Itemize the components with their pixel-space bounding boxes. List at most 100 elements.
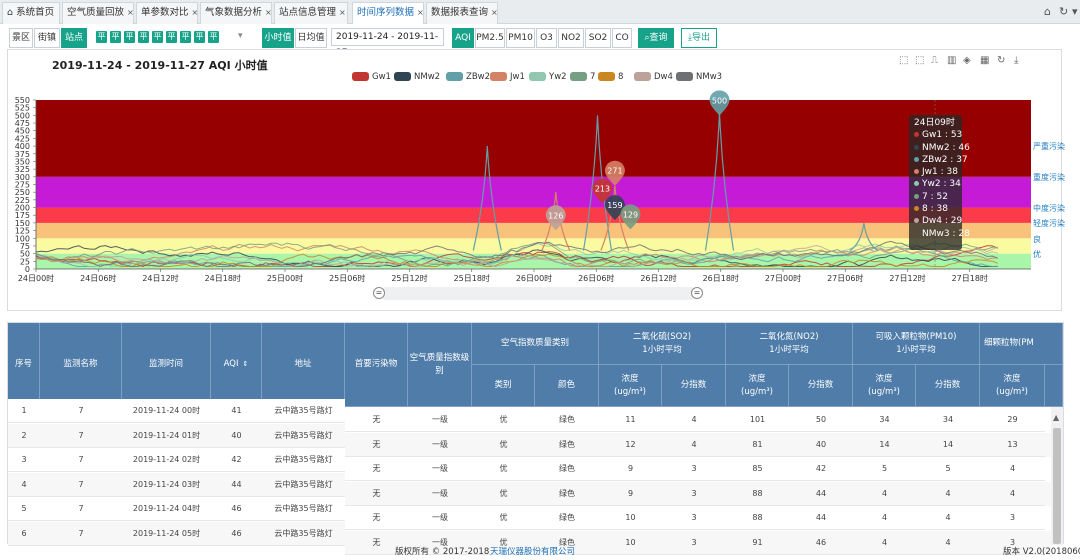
zoom-icon[interactable]: ⬚: [899, 55, 909, 66]
pollutant-pm10-button[interactable]: PM10: [506, 28, 535, 48]
table-row[interactable]: [345, 530, 1051, 555]
subheader-pm10-index[interactable]: 分指数: [916, 365, 980, 407]
header-station-name[interactable]: 监测名称: [40, 323, 122, 407]
table-row[interactable]: [8, 497, 345, 521]
station-multiselect[interactable]: 平 平 平 平 平 平 平 平 平 ▾: [92, 28, 254, 48]
station-chip[interactable]: 平: [110, 31, 121, 43]
restore-icon[interactable]: ↻: [997, 55, 1006, 66]
table-row[interactable]: [8, 423, 345, 448]
station-chip[interactable]: 平: [166, 31, 177, 43]
subheader-pm10-conc[interactable]: 浓度 (ug/m³): [853, 365, 916, 407]
slider-handle-left[interactable]: =: [373, 287, 385, 299]
header-aqi-category[interactable]: 空气指数质量类别: [472, 323, 599, 365]
table-row[interactable]: [8, 521, 345, 546]
pollutant-co-button[interactable]: CO: [612, 28, 632, 48]
pollutant-so2-button[interactable]: SO2: [585, 28, 611, 48]
table-row[interactable]: [8, 448, 345, 472]
query-button[interactable]: ⌕查询: [638, 28, 674, 48]
legend-item[interactable]: Jw1: [490, 72, 525, 82]
table-row[interactable]: [345, 506, 1051, 530]
header-aqi-level[interactable]: 空气质量指数级别: [408, 323, 472, 407]
close-icon[interactable]: ×: [265, 8, 272, 17]
table-row[interactable]: [345, 408, 1051, 432]
subheader-no2-index[interactable]: 分指数: [789, 365, 853, 407]
hourly-value-button[interactable]: 小时值: [262, 28, 294, 48]
tab-time-series[interactable]: 时间序列数据 ×: [352, 2, 424, 24]
header-pm25[interactable]: 细颗粒物(PM: [980, 323, 1063, 365]
pollutant-pm25-button[interactable]: PM2.5: [475, 28, 505, 48]
close-icon[interactable]: ×: [191, 8, 198, 17]
zoom-reset-icon[interactable]: ⬚: [915, 55, 925, 66]
level-street-button[interactable]: 街镇: [34, 28, 60, 48]
home-icon[interactable]: ⌂: [1044, 5, 1051, 18]
table-cell: 2: [8, 424, 40, 448]
table-row[interactable]: [8, 472, 345, 497]
header-aqi[interactable]: AQI ⇕: [211, 323, 262, 407]
close-icon[interactable]: ×: [491, 8, 498, 17]
header-address[interactable]: 地址: [262, 323, 345, 407]
tab-report-query[interactable]: 数据报表查询 ×: [426, 2, 498, 24]
export-button[interactable]: ⤓导出: [681, 28, 717, 48]
station-chip[interactable]: 平: [208, 31, 219, 43]
legend-item[interactable]: Dw4: [634, 72, 673, 82]
header-monitor-time[interactable]: 监测时间: [122, 323, 211, 407]
station-chip[interactable]: 平: [124, 31, 135, 43]
legend-item[interactable]: 8: [598, 72, 623, 82]
header-primary-pollutant[interactable]: 首要污染物: [345, 323, 408, 407]
legend-item[interactable]: NMw2: [394, 72, 440, 82]
station-chip[interactable]: 平: [96, 31, 107, 43]
station-chip[interactable]: 平: [194, 31, 205, 43]
line-chart-icon[interactable]: ⎍: [931, 55, 938, 66]
bar-chart-icon[interactable]: ▥: [947, 55, 957, 66]
subheader-category[interactable]: 类别: [472, 365, 535, 407]
table-row[interactable]: [8, 399, 345, 423]
header-index[interactable]: 序号: [8, 323, 40, 407]
level-station-button[interactable]: 站点: [61, 28, 87, 48]
daily-average-button[interactable]: 日均值: [295, 28, 327, 48]
subheader-so2-conc[interactable]: 浓度 (ug/m³): [599, 365, 662, 407]
peak-marker: [620, 204, 641, 230]
slider-handle-right[interactable]: =: [691, 287, 703, 299]
chevron-down-icon[interactable]: ▾: [238, 31, 243, 41]
tab-home[interactable]: ⌂ 系统首页: [2, 2, 60, 24]
tab-air-quality-replay[interactable]: 空气质量回放 ×: [62, 2, 134, 24]
subheader-pm25-conc[interactable]: 浓度 (ug/m³): [980, 365, 1045, 407]
header-no2[interactable]: 二氧化氮(NO2) 1小时平均: [726, 323, 853, 365]
tab-weather-analysis[interactable]: 气象数据分析 ×: [200, 2, 272, 24]
legend-item[interactable]: Gw1: [352, 72, 391, 82]
scroll-up-icon[interactable]: ▲: [1053, 413, 1060, 422]
chevron-down-icon[interactable]: ▾: [1072, 5, 1078, 18]
download-icon[interactable]: ⤓: [1014, 55, 1019, 66]
station-chip[interactable]: 平: [180, 31, 191, 43]
tab-single-param-compare[interactable]: 单参数对比 ×: [136, 2, 198, 24]
pollutant-aqi-button[interactable]: AQI: [452, 28, 474, 48]
legend-item[interactable]: 7: [570, 72, 595, 82]
data-view-icon[interactable]: ▦: [980, 55, 990, 66]
close-icon[interactable]: ×: [417, 8, 424, 17]
header-so2[interactable]: 二氧化硫(SO2) 1小时平均: [599, 323, 726, 365]
legend-item[interactable]: NMw3: [676, 72, 722, 82]
refresh-icon[interactable]: ↻: [1059, 5, 1069, 18]
level-scenic-button[interactable]: 景区: [9, 28, 33, 48]
legend-item[interactable]: Yw2: [529, 72, 567, 82]
subheader-color[interactable]: 颜色: [535, 365, 599, 407]
pollutant-no2-button[interactable]: NO2: [558, 28, 584, 48]
data-zoom-slider[interactable]: [380, 287, 697, 300]
subheader-so2-index[interactable]: 分指数: [662, 365, 726, 407]
company-link[interactable]: 天瑞仪器股份有限公司: [490, 547, 576, 557]
stack-icon[interactable]: ◈: [963, 55, 971, 66]
station-chip[interactable]: 平: [138, 31, 149, 43]
station-chip[interactable]: 平: [152, 31, 163, 43]
close-icon[interactable]: ×: [127, 8, 134, 17]
subheader-no2-conc[interactable]: 浓度 (ug/m³): [726, 365, 789, 407]
pollutant-o3-button[interactable]: O3: [536, 28, 557, 48]
sort-icon[interactable]: ⇕: [242, 360, 249, 368]
table-row[interactable]: [345, 481, 1051, 506]
tab-station-management[interactable]: 站点信息管理 ×: [274, 2, 348, 24]
close-icon[interactable]: ×: [339, 8, 346, 17]
table-row[interactable]: [345, 432, 1051, 457]
header-pm10[interactable]: 可吸入颗粒物(PM10) 1小时平均: [853, 323, 980, 365]
table-row[interactable]: [345, 457, 1051, 481]
table-scrollbar-thumb[interactable]: [1053, 428, 1061, 544]
legend-item[interactable]: ZBw2: [446, 72, 490, 82]
